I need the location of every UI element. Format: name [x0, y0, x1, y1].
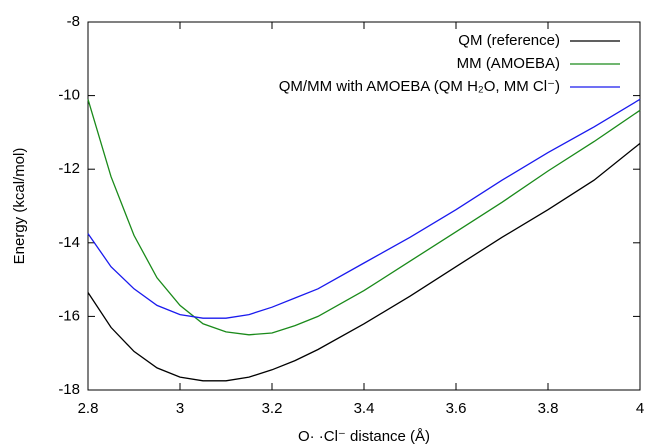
x-tick-label: 2.8: [78, 400, 99, 417]
y-tick-label: -16: [58, 307, 80, 324]
y-tick-label: -10: [58, 87, 80, 104]
series-line: [87, 142, 641, 382]
x-tick-label: 3.8: [538, 400, 559, 417]
y-tick-label: -14: [58, 234, 80, 251]
legend-label: QM (reference): [458, 32, 560, 49]
x-tick-label: 3.4: [354, 400, 375, 417]
legend-label: QM/MM with AMOEBA (QM H₂O, MM Cl⁻): [279, 78, 560, 95]
x-tick-label: 3.6: [446, 400, 467, 417]
y-tick-label: -8: [67, 13, 80, 30]
x-tick-label: 3.2: [262, 400, 283, 417]
series-line: [87, 99, 641, 336]
x-axis-label: O· ·Cl⁻ distance (Å): [298, 428, 430, 445]
y-axis-label: Energy (kcal/mol): [11, 148, 28, 265]
y-tick-label: -18: [58, 381, 80, 398]
series-line: [87, 98, 641, 319]
legend-label: MM (AMOEBA): [457, 55, 560, 72]
x-tick-label: 3: [176, 400, 184, 417]
y-tick-label: -12: [58, 160, 80, 177]
x-tick-label: 4: [636, 400, 644, 417]
